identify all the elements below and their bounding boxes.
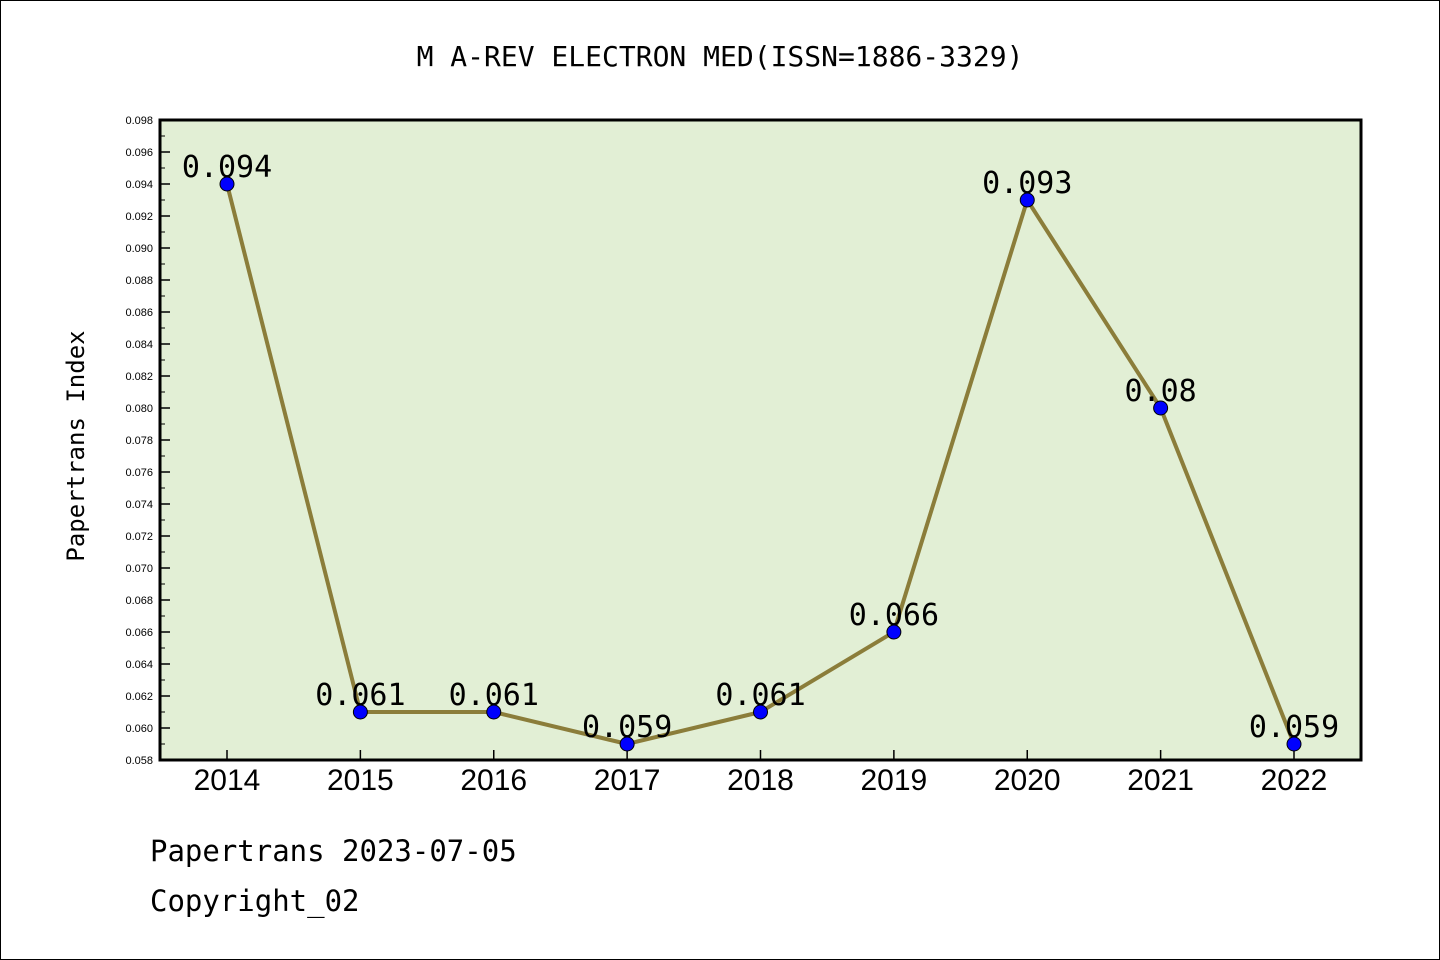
x-tick-label: 2015 xyxy=(327,764,394,797)
y-tick-label: 0.074 xyxy=(125,499,153,511)
y-tick-label: 0.068 xyxy=(125,595,153,607)
data-label: 0.08 xyxy=(1125,374,1197,409)
y-tick-label: 0.064 xyxy=(125,659,153,671)
x-tick-label: 2019 xyxy=(861,764,928,797)
data-label: 0.061 xyxy=(715,678,805,713)
y-tick-label: 0.078 xyxy=(125,435,153,447)
y-tick-label: 0.082 xyxy=(125,371,153,383)
x-tick-label: 2021 xyxy=(1127,764,1194,797)
y-tick-label: 0.092 xyxy=(125,211,153,223)
y-tick-label: 0.090 xyxy=(125,243,153,255)
y-axis-label: Papertrans Index xyxy=(62,330,90,561)
data-labels: 0.094 0.061 0.061 0.059 0.061 0.066 0.093 0.08 0… xyxy=(182,150,1339,745)
y-tick-label: 0.066 xyxy=(125,627,153,639)
x-tick-label: 2017 xyxy=(594,764,661,797)
data-point xyxy=(753,704,768,720)
y-tick-label: 0.098 xyxy=(125,115,153,127)
x-axis: 2014 2015 2016 2017 2018 2019 2020 2021 2022 xyxy=(194,750,1328,797)
data-label: 0.093 xyxy=(982,166,1072,201)
y-tick-label: 0.080 xyxy=(125,403,153,415)
y-axis: 0.058 0.060 0.062 0.064 0.066 0.068 0.070 0.072… xyxy=(125,115,170,767)
data-label: 0.066 xyxy=(849,598,939,633)
footer-copyright: Copyright_02 xyxy=(150,884,360,918)
data-point xyxy=(1153,400,1169,416)
data-point xyxy=(1019,192,1035,208)
chart-title: M A-REV ELECTRON MED(ISSN=1886-3329) xyxy=(417,40,1024,73)
data-label: 0.061 xyxy=(315,678,405,713)
data-point xyxy=(352,704,368,720)
y-tick-label: 0.070 xyxy=(125,563,153,575)
data-label: 0.059 xyxy=(1249,710,1339,745)
y-tick-label: 0.072 xyxy=(125,531,153,543)
y-tick-label: 0.086 xyxy=(125,307,153,319)
footer-date: Papertrans 2023-07-05 xyxy=(150,834,517,868)
y-tick-label: 0.096 xyxy=(125,147,153,159)
y-tick-label: 0.088 xyxy=(125,275,153,287)
data-label: 0.094 xyxy=(182,150,272,185)
y-tick-label: 0.058 xyxy=(125,755,153,767)
x-tick-label: 2018 xyxy=(727,764,794,797)
y-tick-label: 0.094 xyxy=(125,179,153,191)
x-tick-label: 2016 xyxy=(460,764,527,797)
data-point xyxy=(486,704,502,720)
x-tick-label: 2022 xyxy=(1261,764,1328,797)
y-tick-label: 0.076 xyxy=(125,467,153,479)
x-tick-label: 2020 xyxy=(994,764,1061,797)
data-markers xyxy=(219,176,1302,752)
data-point xyxy=(619,736,635,752)
data-point xyxy=(886,624,902,640)
y-tick-label: 0.062 xyxy=(125,691,153,703)
x-tick-label: 2014 xyxy=(194,764,261,797)
data-label: 0.059 xyxy=(582,710,672,745)
y-tick-label: 0.060 xyxy=(125,723,153,735)
data-point xyxy=(1286,736,1302,752)
plot-area xyxy=(158,118,1363,762)
y-tick-label: 0.084 xyxy=(125,339,153,351)
data-point xyxy=(219,176,235,192)
data-label: 0.061 xyxy=(449,678,539,713)
